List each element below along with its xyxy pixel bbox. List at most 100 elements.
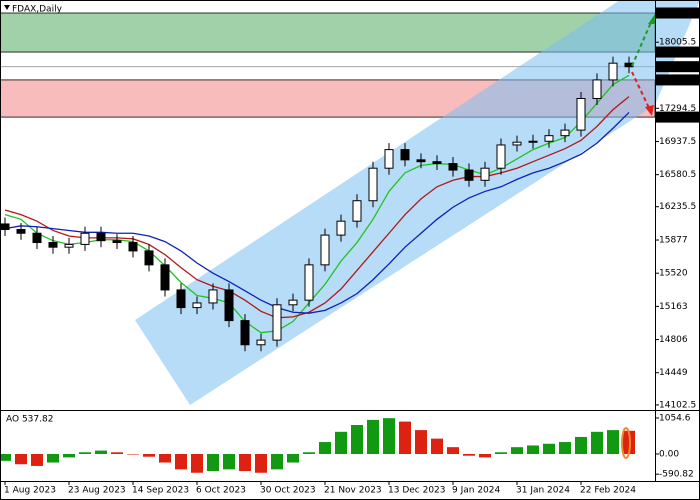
candle-body xyxy=(608,62,618,81)
y-tick-box xyxy=(656,46,699,58)
y-tick-label: 14449 xyxy=(659,368,688,378)
y-tick-label: -590.82 xyxy=(659,470,694,480)
candle-body xyxy=(336,220,346,236)
candle-body xyxy=(160,264,170,291)
y-tick-label: 15520 xyxy=(659,269,688,279)
title-marker xyxy=(4,5,10,10)
x-tick-label: 6 Oct 2023 xyxy=(196,486,246,496)
ao-bar xyxy=(191,453,203,473)
y-tick-label: 17600.0 xyxy=(659,75,696,85)
candle-body xyxy=(16,229,26,234)
candle-body xyxy=(416,159,426,163)
y-tick-box xyxy=(656,111,699,123)
up-arrow xyxy=(631,19,653,67)
candle-body xyxy=(592,79,602,100)
price-zone xyxy=(0,12,656,53)
x-tick-label: 30 Oct 2023 xyxy=(260,486,316,496)
x-tick-label: 14 Sep 2023 xyxy=(132,486,189,496)
ao-bar xyxy=(383,418,395,454)
y-tick-label: 17200.0 xyxy=(659,113,696,123)
candle-body xyxy=(352,200,362,222)
candle-body xyxy=(0,223,10,231)
y-tick-label: 18320.0 xyxy=(659,9,696,19)
moving-average xyxy=(4,96,630,319)
ao-bar xyxy=(431,438,443,454)
candle-body xyxy=(464,169,474,181)
x-tick-label: 23 Aug 2023 xyxy=(68,486,126,496)
candle-body xyxy=(112,240,122,244)
ao-bar xyxy=(159,453,171,463)
ao-bar xyxy=(303,452,315,454)
y-tick-label: 15163 xyxy=(659,302,688,312)
ao-bar xyxy=(543,443,555,454)
ao-bar xyxy=(495,452,507,454)
ao-bar xyxy=(95,450,107,454)
candle-body xyxy=(256,339,266,346)
up-arrow-head xyxy=(648,14,656,24)
y-tick-label: 16235.5 xyxy=(659,202,696,212)
y-tick-label: 14806 xyxy=(659,335,688,345)
ao-bar xyxy=(591,431,603,454)
candle-body xyxy=(400,149,410,161)
ao-bar xyxy=(271,453,283,470)
ao-title: AO 537.82 xyxy=(6,415,53,425)
candle-body xyxy=(192,302,202,309)
ao-bar xyxy=(239,453,251,472)
candle-body xyxy=(32,232,42,244)
ao-bar xyxy=(607,430,619,454)
ao-bar xyxy=(335,431,347,454)
down-arrow-head xyxy=(645,105,654,116)
y-tick-label: 18005.5 xyxy=(659,38,696,48)
moving-average xyxy=(4,111,630,314)
ao-bar xyxy=(527,445,539,454)
ao-bar xyxy=(111,452,123,454)
ao-bar xyxy=(559,442,571,454)
candle-body xyxy=(576,98,586,131)
ao-highlight xyxy=(621,427,631,459)
candle-body xyxy=(432,161,442,165)
ao-bar xyxy=(319,442,331,454)
ao-bar xyxy=(287,453,299,463)
ao-bar xyxy=(399,421,411,454)
ao-bar xyxy=(479,453,491,458)
down-arrow xyxy=(631,71,651,111)
ao-bar xyxy=(63,453,75,458)
candle-body xyxy=(544,135,554,142)
candle-body xyxy=(224,289,234,322)
candle-body xyxy=(304,264,314,301)
candle-body xyxy=(272,304,282,341)
x-tick-label: 21 Nov 2023 xyxy=(324,486,382,496)
ao-bar xyxy=(127,453,139,455)
chart-title: FDAX,Daily xyxy=(12,5,63,15)
candle-body xyxy=(512,141,522,146)
x-tick-label: 1 Aug 2023 xyxy=(4,486,56,496)
ao-bar xyxy=(207,453,219,472)
y-tick-label: 1054.6 xyxy=(659,414,691,424)
candle-body xyxy=(240,320,250,346)
y-tick-label: 15877 xyxy=(659,236,688,246)
ao-bar xyxy=(175,453,187,470)
ao-bar xyxy=(367,419,379,454)
candle-body xyxy=(48,242,58,248)
candle-body xyxy=(320,234,330,266)
ao-bar xyxy=(15,453,27,465)
candle-body xyxy=(448,163,458,171)
candle-body xyxy=(96,232,106,242)
x-tick-label: 22 Feb 2024 xyxy=(580,486,636,496)
candle-body xyxy=(368,167,378,202)
candle-body xyxy=(64,243,74,248)
candle-body xyxy=(208,289,218,304)
ao-bar xyxy=(31,453,43,466)
candle-body xyxy=(528,140,538,143)
y-tick-box xyxy=(656,7,699,19)
candle-body xyxy=(144,250,154,266)
ao-bar xyxy=(255,453,267,473)
ao-bar xyxy=(575,436,587,454)
y-tick-label: 14102.5 xyxy=(659,400,696,410)
ao-bar xyxy=(463,453,475,456)
ao-bar xyxy=(79,452,91,454)
candle-body xyxy=(80,232,90,245)
x-tick-label: 31 Jan 2024 xyxy=(516,486,570,496)
candle-body xyxy=(288,299,298,306)
ao-bar xyxy=(0,453,11,461)
